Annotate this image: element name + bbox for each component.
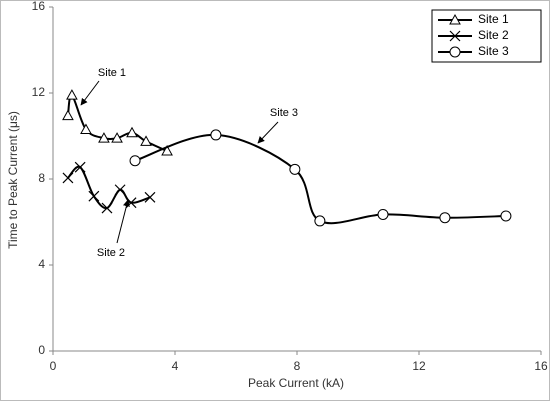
annotation: Site 2 [97,247,125,259]
marker [140,135,152,146]
y-tick-label: 0 [38,343,45,357]
legend-entry: Site 1 [438,12,509,26]
legend-label: Site 1 [478,12,509,26]
legend-entry: Site 2 [438,28,509,42]
marker [449,30,461,42]
marker [74,161,86,173]
marker [449,46,461,58]
annotation: Site 3 [270,107,298,119]
marker [62,172,74,184]
x-tick-label: 16 [534,359,548,373]
annotation-arrow [257,121,279,144]
marker [114,184,126,196]
annotation: Site 1 [98,67,126,79]
y-tick-label: 4 [38,257,45,271]
marker [500,210,512,222]
marker [314,215,326,227]
x-tick-label: 0 [50,359,57,373]
legend-label: Site 2 [478,28,509,42]
marker [66,89,78,100]
annotation-arrow [80,80,100,106]
marker [210,129,222,141]
marker [111,132,123,143]
marker [144,191,156,203]
marker [126,126,138,138]
marker [98,132,110,143]
x-tick-label: 8 [294,359,301,373]
y-tick-label: 16 [32,0,46,13]
marker [88,190,100,202]
marker [101,202,113,214]
y-tick-label: 8 [38,171,45,185]
y-tick-label: 12 [32,85,46,99]
marker [289,163,301,175]
marker [439,212,451,224]
y-axis-label: Time to Peak Current (μs) [6,111,20,249]
legend-label: Site 3 [478,44,509,58]
marker [62,109,74,121]
marker [161,145,173,156]
x-tick-label: 4 [172,359,179,373]
marker [129,155,141,167]
marker [377,208,389,220]
marker [449,13,461,25]
marker [80,123,92,135]
annotation-arrow [116,199,130,244]
x-axis-label: Peak Current (kA) [248,376,344,390]
legend-entry: Site 3 [438,44,509,58]
x-tick-label: 12 [412,359,426,373]
